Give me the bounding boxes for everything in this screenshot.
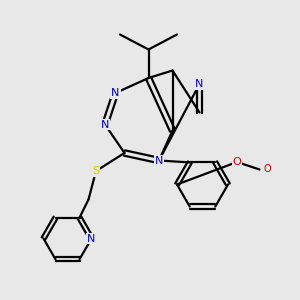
Text: S: S <box>92 166 100 176</box>
Text: N: N <box>195 79 204 89</box>
Text: N: N <box>155 155 163 166</box>
Text: O: O <box>232 157 242 167</box>
Text: O: O <box>263 164 271 175</box>
Text: N: N <box>87 233 96 244</box>
Text: N: N <box>101 119 109 130</box>
Text: N: N <box>111 88 120 98</box>
